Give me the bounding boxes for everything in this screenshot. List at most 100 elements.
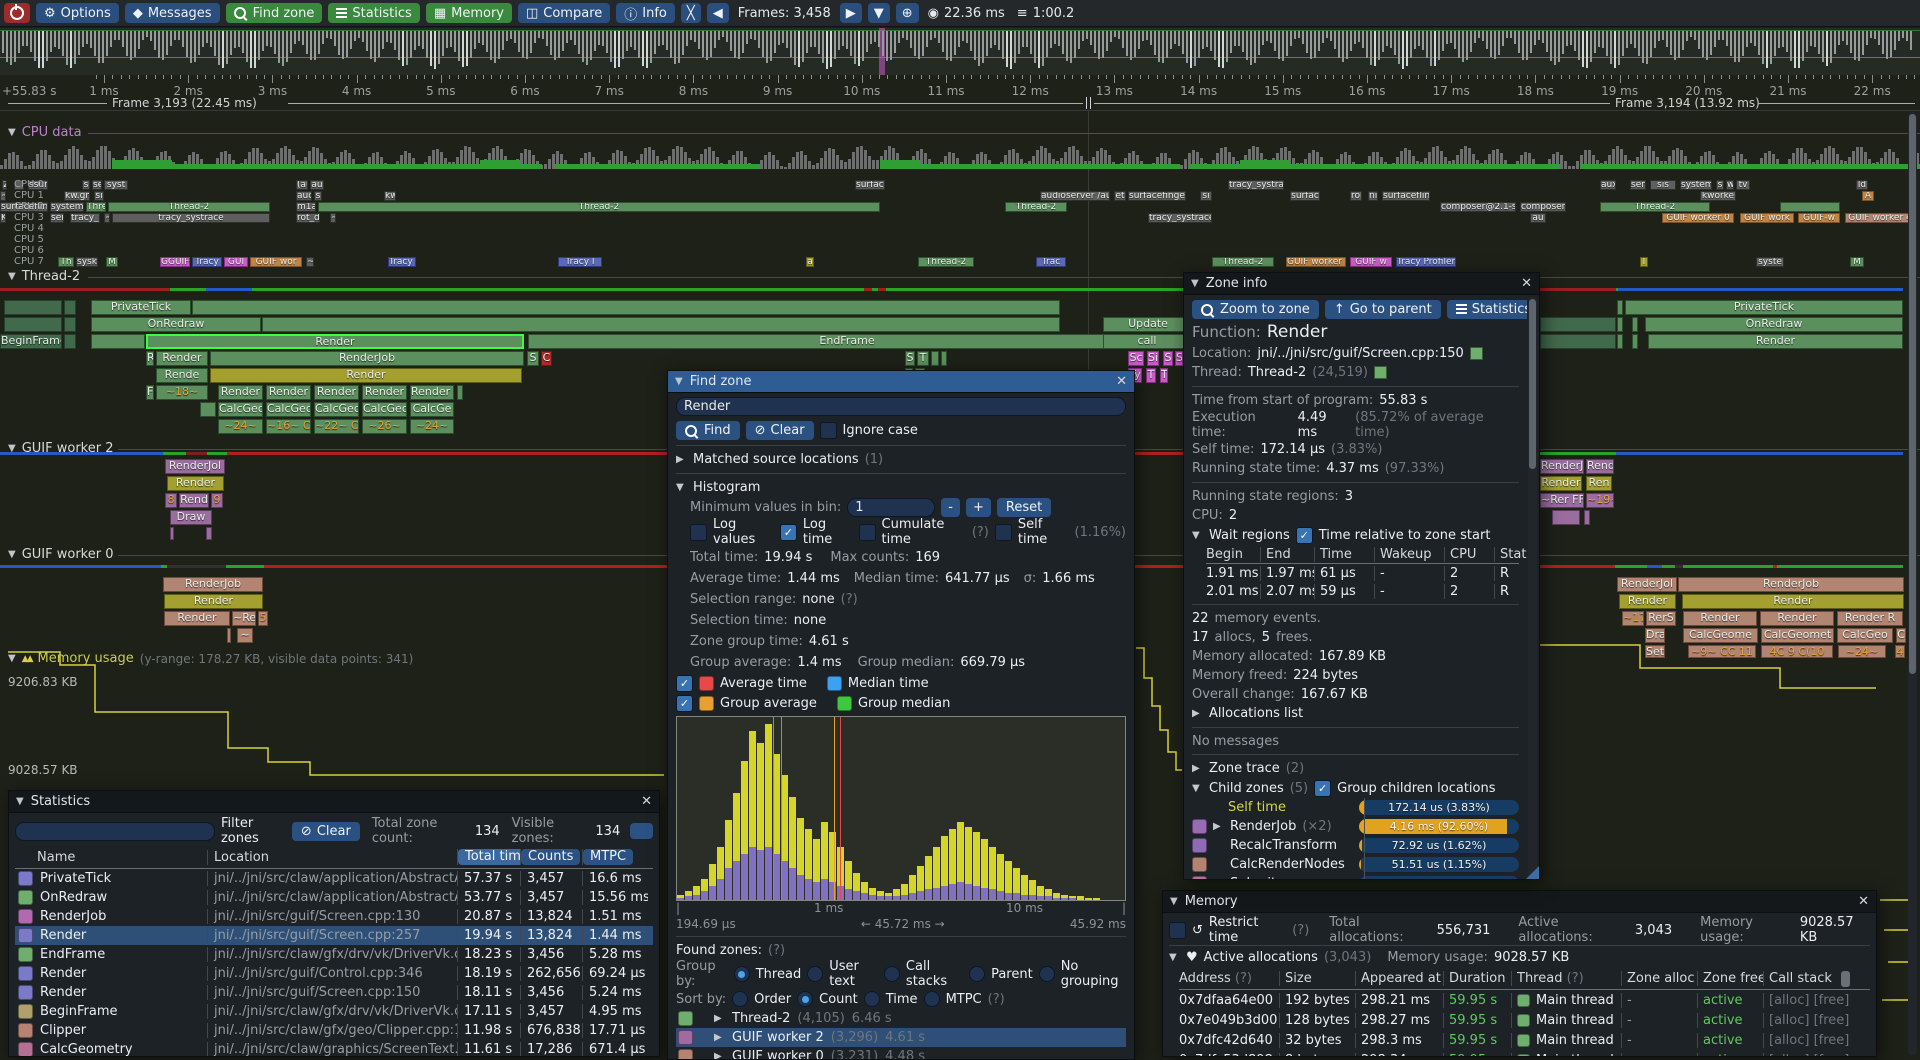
- timeline-zone[interactable]: RenderJ: [1540, 459, 1584, 474]
- memory-allocation-row[interactable]: 0x7e049b3d00 128 bytes 298.27 ms 59.95 s Mai…: [1179, 1010, 1870, 1030]
- timeline-zone[interactable]: ~24~: [1838, 645, 1886, 658]
- col-location[interactable]: Location: [207, 849, 457, 865]
- timeline-zone[interactable]: GGUIF: [160, 257, 190, 267]
- wait-region-row[interactable]: 1.91 ms 1.97 ms 61 µs -2 R: [1206, 564, 1519, 582]
- close-icon[interactable]: ✕: [1521, 276, 1532, 291]
- timeline-zone[interactable]: se: [92, 180, 102, 190]
- info-button[interactable]: ⓘ Info: [616, 3, 675, 23]
- statistics-row[interactable]: Clipper jni/../jni/src/claw/gfx/geo/Clipp…: [15, 1021, 653, 1040]
- timeline-zone[interactable]: GUIF-w: [1798, 213, 1840, 223]
- timeline-zone[interactable]: GUIF work: [1740, 213, 1794, 223]
- timeline-zone[interactable]: ~17~: [1622, 611, 1644, 626]
- statistics-row[interactable]: Render jni/../jni/src/guif/Screen.cpp:257…: [15, 926, 653, 945]
- timeline-zone[interactable]: tv: [1736, 180, 1750, 190]
- timeline-zone[interactable]: kw: [384, 191, 396, 201]
- timeline-zone[interactable]: CalcGeo: [218, 402, 263, 417]
- next-frame-button[interactable]: ▶: [839, 3, 862, 23]
- col-call-stack[interactable]: Call stack: [1763, 971, 1841, 986]
- timeline-zone[interactable]: sysk: [76, 257, 98, 267]
- timeline-zone[interactable]: ~Re: [232, 611, 256, 626]
- timeline-zone[interactable]: Sc: [1128, 351, 1144, 366]
- timeline-zone[interactable]: GUIF worker 0: [1662, 213, 1734, 223]
- timeline-zone[interactable]: Draw: [170, 510, 212, 525]
- timeline-zone[interactable]: ~9~ CC 11: [1688, 645, 1756, 658]
- ignore-case-checkbox[interactable]: [819, 422, 837, 439]
- timeline-zone[interactable]: Render: [210, 368, 522, 383]
- timeline-zone[interactable]: system: [1680, 180, 1712, 190]
- filter-zones-input[interactable]: [15, 821, 215, 841]
- legend-checkbox[interactable]: ✓: [676, 694, 693, 712]
- timeline-zone[interactable]: Thre: [86, 202, 106, 212]
- timeline-zone[interactable]: composer@2.1-se (H: [1440, 202, 1516, 212]
- group-by-call-stacks[interactable]: [883, 966, 900, 982]
- found-zone-group[interactable]: ▶ GUIF worker 0 (3,231) 4.48 s: [676, 1047, 1126, 1059]
- timeline-zone[interactable]: Render: [1540, 476, 1582, 491]
- col-name[interactable]: Name: [37, 849, 76, 865]
- timeline-zone[interactable]: Render: [266, 385, 311, 400]
- find-zone-query-input[interactable]: Render: [676, 397, 1126, 416]
- child-zones-header[interactable]: ▼ Child zones (5) ✓ Group children location…: [1192, 779, 1496, 797]
- timeline-zone[interactable]: RenderJol: [165, 459, 225, 474]
- memory-table-scrollbar[interactable]: [1841, 970, 1850, 987]
- timeline-zone[interactable]: rot_d: [296, 213, 320, 223]
- close-icon[interactable]: ✕: [1116, 374, 1127, 389]
- col-size[interactable]: Size: [1279, 971, 1355, 986]
- timeline-zone[interactable]: M: [1850, 257, 1864, 267]
- timeline-zone[interactable]: et: [1114, 191, 1126, 201]
- zone-statistics-button[interactable]: Statistics: [1446, 300, 1527, 319]
- timeline-zone[interactable]: audioserver /audio: [1040, 191, 1110, 201]
- timeline-zone[interactable]: [1584, 510, 1590, 525]
- timeline-zone[interactable]: kworke: [1700, 191, 1736, 201]
- timeline-zone[interactable]: Tracy: [192, 257, 222, 267]
- statistics-row[interactable]: Render jni/../jni/src/guif/Screen.cpp:150…: [15, 983, 653, 1002]
- statistics-row[interactable]: RenderJob jni/../jni/src/guif/Screen.cpp:…: [15, 907, 653, 926]
- timeline-zone[interactable]: ld: [1856, 180, 1868, 190]
- timeline-zone[interactable]: GUIF worker 2: [1286, 257, 1346, 267]
- timeline-zone[interactable]: surfacefline: [1382, 191, 1430, 201]
- timeline-zone[interactable]: [91, 334, 145, 349]
- timeline-zone[interactable]: [4, 300, 62, 315]
- timeline-zone[interactable]: [1632, 317, 1638, 332]
- timeline-zone[interactable]: Rend: [1586, 459, 1614, 474]
- statistics-row[interactable]: BeginFrame jni/../jni/src/claw/gfx/drv/vk…: [15, 1002, 653, 1021]
- timeline-zone[interactable]: ~19~: [1586, 493, 1614, 508]
- timeline-zone[interactable]: EndFrame: [528, 334, 1166, 349]
- timeline-zone[interactable]: surfacef: [855, 180, 885, 190]
- timeline-zone[interactable]: GUIF w: [1350, 257, 1392, 267]
- timeline-zone[interactable]: [1617, 317, 1623, 332]
- timeline-zone[interactable]: S: [1163, 351, 1173, 366]
- go-to-parent-button[interactable]: ↑ Go to parent: [1324, 300, 1441, 319]
- collapse-icon[interactable]: ▼: [1170, 896, 1178, 907]
- col-total-time-sort[interactable]: Total tim: [458, 849, 520, 865]
- timeline-zone[interactable]: CalcGe: [410, 402, 454, 417]
- statistics-button[interactable]: Statistics: [328, 3, 420, 23]
- timeline-zone[interactable]: ~18~: [156, 385, 208, 400]
- timeline-zone[interactable]: [1540, 334, 1616, 349]
- timeline-zone[interactable]: si: [1200, 191, 1212, 201]
- timeline-zone[interactable]: Render: [314, 385, 359, 400]
- timeline-zone[interactable]: [1632, 334, 1638, 349]
- timeline-zone[interactable]: ~: [330, 213, 336, 223]
- close-icon[interactable]: ✕: [641, 794, 652, 809]
- statistics-row[interactable]: OnRedraw jni/../jni/src/claw/application/…: [15, 888, 653, 907]
- timeline-zone[interactable]: ~: [104, 213, 110, 223]
- section-worker0[interactable]: ▼ GUIF worker 0: [8, 547, 114, 562]
- timeline-zone[interactable]: [1617, 300, 1623, 315]
- timeline-zone[interactable]: I: [1640, 257, 1648, 267]
- timeline-zone[interactable]: 4: [1895, 645, 1905, 658]
- find-zone-titlebar[interactable]: ▼ Find zone ✕: [668, 371, 1134, 393]
- timeline-zone[interactable]: surfac: [1290, 191, 1320, 201]
- timeline-zone[interactable]: Render: [164, 611, 230, 626]
- group-by-user-text[interactable]: [807, 966, 824, 982]
- timeline-zone[interactable]: C: [1896, 628, 1906, 643]
- legend-checkbox[interactable]: ✓: [676, 674, 693, 692]
- col-mtpc-sort[interactable]: MTPC: [583, 849, 634, 865]
- timeline-zone[interactable]: Render: [167, 476, 224, 491]
- timeline-zone[interactable]: tracy_systrace: [1148, 213, 1212, 223]
- collapse-icon[interactable]: ▼: [675, 376, 683, 387]
- bin-reset-button[interactable]: Reset: [996, 497, 1052, 517]
- timeline-zone[interactable]: [206, 527, 212, 540]
- timeline-zone[interactable]: Ren: [1586, 476, 1612, 491]
- timeline-zone[interactable]: S: [527, 351, 539, 366]
- timeline-zone[interactable]: 4C 9 C(10: [1761, 645, 1833, 658]
